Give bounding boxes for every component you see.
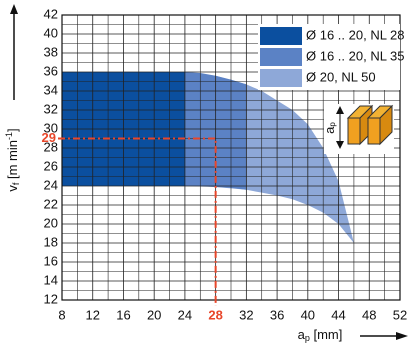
y-tick-label: 42 <box>44 6 58 21</box>
y-tick-label: 24 <box>44 177 58 192</box>
y-tick-label: 26 <box>44 158 58 173</box>
legend-label: Ø 16 .. 20, NL 35 <box>306 48 405 63</box>
y-tick-label: 36 <box>44 63 58 78</box>
y-tick-label: 16 <box>44 253 58 268</box>
y-tick-label: 38 <box>44 44 58 59</box>
legend-swatch <box>260 48 302 66</box>
x-tick-label: 16 <box>116 307 130 322</box>
plot-frame <box>61 14 401 301</box>
y-tick-label: 18 <box>44 234 58 249</box>
x-tick-label: 48 <box>362 307 376 322</box>
x-tick-label: 12 <box>85 307 99 322</box>
y-tick-label: 30 <box>44 120 58 135</box>
y-axis-label: vf [m min-1] <box>4 128 21 191</box>
y-tick-label: 34 <box>44 82 58 97</box>
legend-swatch <box>260 27 302 45</box>
y-arrowhead <box>10 4 18 14</box>
y-tick-label: 32 <box>44 101 58 116</box>
x-axis-label: ap [mm] <box>298 327 343 343</box>
x-tick-label: 8 <box>58 307 65 322</box>
marker-x-label: 28 <box>208 307 222 322</box>
marker-y-label: 29 <box>42 130 56 145</box>
x-tick-label: 52 <box>393 307 407 322</box>
y-tick-label: 14 <box>44 272 58 287</box>
icon-label: ap <box>322 122 337 134</box>
y-tick-label: 22 <box>44 196 58 211</box>
y-tick-label: 20 <box>44 215 58 230</box>
plot: 8121620242832364044485212141618202224262… <box>44 6 408 322</box>
x-tick-label: 20 <box>147 307 161 322</box>
legend: Ø 16 .. 20, NL 28 Ø 16 .. 20, NL 35 Ø 20, … <box>258 24 405 90</box>
x-tick-label: 44 <box>331 307 345 322</box>
legend-label: Ø 16 .. 20, NL 28 <box>306 27 405 42</box>
tool-icon: ap <box>322 104 394 154</box>
legend-swatch <box>260 69 302 87</box>
marker-x-label-bg <box>205 308 226 324</box>
legend-label: Ø 20, NL 50 <box>306 69 376 84</box>
y-tick-label: 28 <box>44 139 58 154</box>
y-tick-label: 40 <box>44 25 58 40</box>
x-tick-label: 24 <box>178 307 192 322</box>
x-tick-label: 40 <box>301 307 315 322</box>
x-tick-label: 36 <box>270 307 284 322</box>
x-arrowhead <box>396 332 408 340</box>
x-tick-label: 32 <box>239 307 253 322</box>
y-tick-label: 12 <box>44 291 58 306</box>
